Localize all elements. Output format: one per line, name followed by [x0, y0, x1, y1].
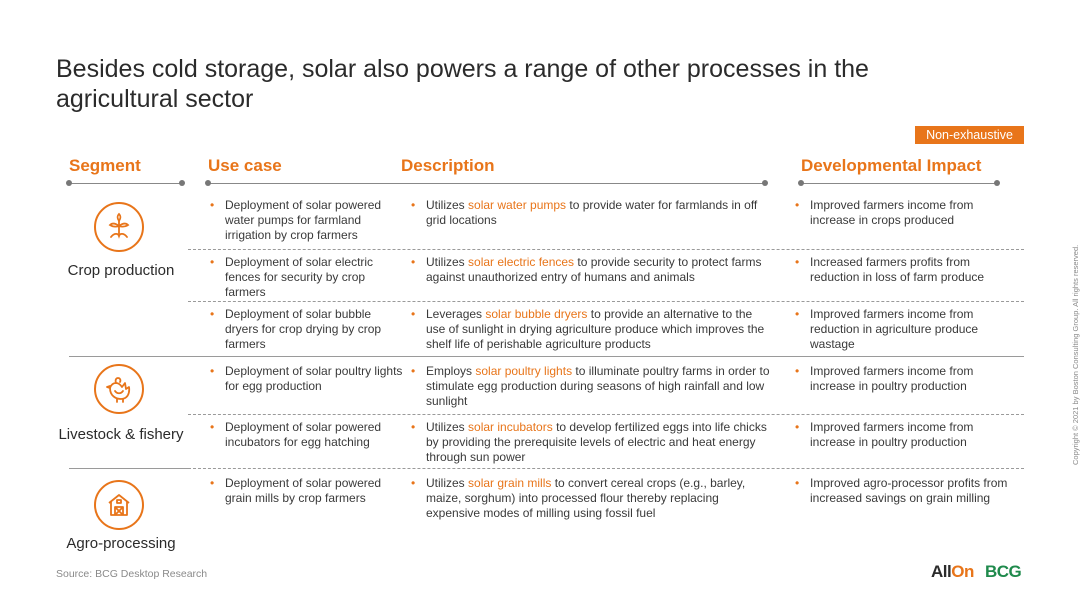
impact-text: Improved agro-processor profits from inc… — [810, 476, 1008, 505]
use-case-text: Deployment of solar powered incubators f… — [225, 420, 382, 449]
plant-sprout-icon — [94, 202, 144, 252]
row-separator — [188, 468, 1024, 469]
bullet: • — [795, 198, 800, 212]
impact-text: Improved farmers income from increase in… — [810, 364, 974, 393]
segment-separator — [69, 468, 188, 469]
allon-logo-prefix: All — [931, 562, 952, 581]
bullet: • — [795, 476, 800, 490]
source-note: Source: BCG Desktop Research — [56, 568, 208, 580]
description-highlight: solar bubble dryers — [485, 307, 588, 321]
description-pre: Utilizes — [426, 255, 469, 269]
description-highlight: solar grain mills — [468, 476, 552, 490]
use-case-text: Deployment of solar electric fences for … — [225, 255, 374, 299]
impact-cell: • Improved farmers income from increase i… — [795, 198, 1010, 228]
bullet: • — [795, 420, 800, 434]
header-rule-dot — [994, 180, 1000, 186]
header-rule-dot — [205, 180, 211, 186]
header-rule-dot — [179, 180, 185, 186]
bullet: • — [411, 476, 416, 490]
description-cell: • Utilizes solar grain mills to convert c… — [411, 476, 771, 521]
impact-cell: • Improved agro-processor profits from in… — [795, 476, 1010, 506]
use-case-cell: • Deployment of solar electric fences for… — [210, 255, 403, 300]
description-cell: • Utilizes solar water pumps to provide w… — [411, 198, 771, 228]
impact-cell: • Improved farmers income from reduction … — [795, 307, 1010, 352]
description-cell: • Utilizes solar incubators to develop fe… — [411, 420, 771, 465]
use-case-cell: • Deployment of solar powered grain mills… — [210, 476, 403, 506]
impact-text: Improved farmers income from increase in… — [810, 420, 974, 449]
use-case-text: Deployment of solar powered grain mills … — [225, 476, 382, 505]
bullet: • — [210, 255, 215, 269]
header-developmental-impact: Developmental Impact — [801, 156, 982, 175]
row-separator — [188, 249, 1024, 250]
header-rule-dot — [798, 180, 804, 186]
use-case-text: Deployment of solar powered water pumps … — [225, 198, 382, 242]
bullet: • — [210, 476, 215, 490]
use-case-cell: • Deployment of solar powered water pumps… — [210, 198, 403, 243]
header-rule-dot — [762, 180, 768, 186]
description-pre: Utilizes — [426, 420, 469, 434]
bullet: • — [210, 198, 215, 212]
row-separator — [188, 414, 1024, 415]
segment-separator — [69, 356, 1024, 357]
description-highlight: solar poultry lights — [475, 364, 573, 378]
impact-cell: • Improved farmers income from increase i… — [795, 364, 1010, 394]
segment-label-livestock-fishery: Livestock & fishery — [58, 426, 184, 443]
use-case-text: Deployment of solar bubble dryers for cr… — [225, 307, 382, 351]
impact-text: Increased farmers profits from reduction… — [810, 255, 985, 284]
description-cell: • Leverages solar bubble dryers to provid… — [411, 307, 771, 352]
description-highlight: solar incubators — [468, 420, 553, 434]
description-post: to develop fertilized eggs into life chi… — [426, 420, 767, 464]
header-rule-segment — [69, 183, 182, 184]
bullet: • — [210, 364, 215, 378]
description-pre: Employs — [426, 364, 476, 378]
description-cell: • Utilizes solar electric fences to provi… — [411, 255, 771, 285]
header-segment: Segment — [69, 156, 141, 175]
description-highlight: solar water pumps — [468, 198, 567, 212]
hen-icon — [94, 364, 144, 414]
non-exhaustive-badge: Non-exhaustive — [915, 126, 1024, 144]
header-use-case: Use case — [208, 156, 282, 175]
use-case-cell: • Deployment of solar powered incubators … — [210, 420, 403, 450]
page-title: Besides cold storage, solar also powers … — [56, 55, 869, 113]
header-rule-dot — [66, 180, 72, 186]
description-post: to provide security to protect farms aga… — [426, 255, 762, 284]
copyright-note: Copyright © 2021 by Boston Consulting Gr… — [1071, 244, 1080, 465]
bullet: • — [411, 198, 416, 212]
barn-icon — [94, 480, 144, 530]
header-rule-use-desc — [208, 183, 765, 184]
bullet: • — [795, 307, 800, 321]
use-case-cell: • Deployment of solar poultry lights for … — [210, 364, 403, 394]
bullet: • — [411, 364, 416, 378]
description-post: to illuminate poultry farms in order to … — [426, 364, 770, 408]
bullet: • — [411, 307, 416, 321]
bullet: • — [411, 420, 416, 434]
description-cell: • Employs solar poultry lights to illumin… — [411, 364, 771, 409]
description-post: to convert cereal crops (e.g., barley, m… — [426, 476, 746, 520]
bullet: • — [411, 255, 416, 269]
bullet: • — [210, 420, 215, 434]
impact-cell: • Improved farmers income from increase i… — [795, 420, 1010, 450]
impact-text: Improved farmers income from increase in… — [810, 198, 974, 227]
description-post: to provide an alternative to the use of … — [426, 307, 765, 351]
impact-text: Improved farmers income from reduction i… — [810, 307, 979, 351]
allon-logo: AllOn — [931, 562, 974, 582]
bullet: • — [795, 364, 800, 378]
description-pre: Leverages — [426, 307, 486, 321]
segment-label-agro-processing: Agro-processing — [66, 535, 176, 552]
description-highlight: solar electric fences — [468, 255, 575, 269]
bullet: • — [210, 307, 215, 321]
description-pre: Utilizes — [426, 198, 469, 212]
use-case-cell: • Deployment of solar bubble dryers for c… — [210, 307, 403, 352]
impact-cell: • Increased farmers profits from reductio… — [795, 255, 1010, 285]
description-pre: Utilizes — [426, 476, 469, 490]
header-description: Description — [401, 156, 495, 175]
segment-label-crop-production: Crop production — [67, 262, 175, 279]
row-separator — [188, 301, 1024, 302]
bcg-logo: BCG — [985, 562, 1022, 581]
description-post: to provide water for farmlands in off gr… — [426, 198, 758, 227]
header-rule-impact — [801, 183, 997, 184]
use-case-text: Deployment of solar poultry lights for e… — [225, 364, 403, 393]
bullet: • — [795, 255, 800, 269]
allon-logo-suffix: On — [951, 562, 974, 581]
